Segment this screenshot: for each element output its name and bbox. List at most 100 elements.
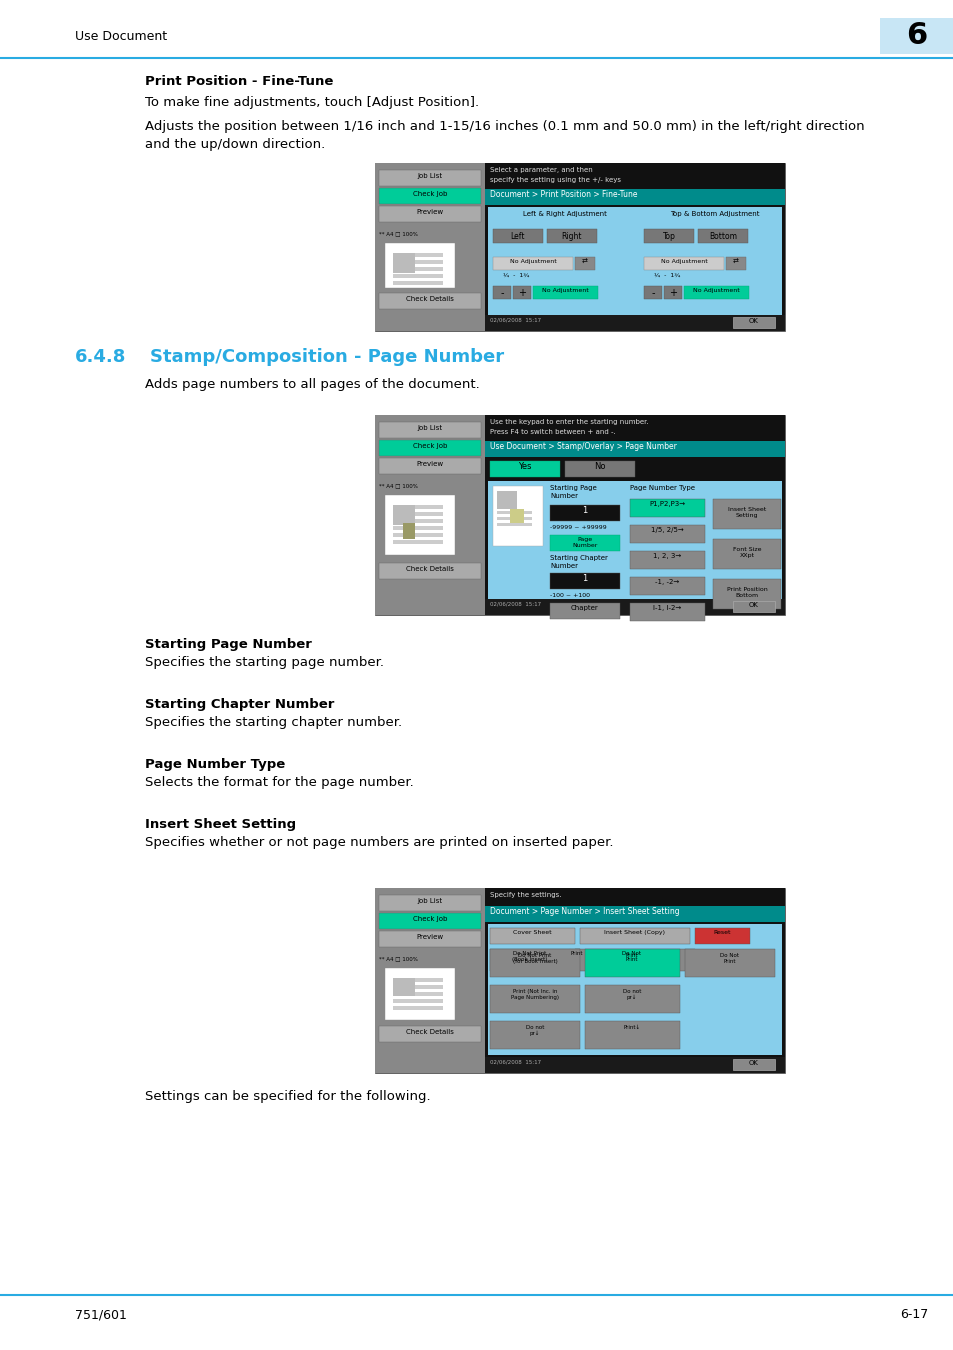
Bar <box>393 540 442 544</box>
Bar <box>629 525 704 543</box>
Text: Number: Number <box>550 493 578 500</box>
Text: Specifies the starting page number.: Specifies the starting page number. <box>145 656 384 670</box>
Text: Starting Page: Starting Page <box>550 485 597 491</box>
Text: Use Document: Use Document <box>75 30 167 43</box>
Bar <box>490 1021 579 1049</box>
Text: Page Number Type: Page Number Type <box>145 757 285 771</box>
Bar <box>629 603 704 621</box>
Text: Right: Right <box>561 232 581 242</box>
Text: Use Document > Stamp/Overlay > Page Number: Use Document > Stamp/Overlay > Page Numb… <box>490 441 677 451</box>
Bar <box>698 230 747 243</box>
Bar <box>575 256 595 270</box>
Bar <box>484 1057 784 1073</box>
Bar <box>393 526 442 531</box>
Bar <box>629 500 704 517</box>
Bar <box>385 495 455 555</box>
Bar <box>378 1026 480 1042</box>
Bar <box>378 423 480 437</box>
Text: Job List: Job List <box>417 173 442 180</box>
Bar <box>393 274 442 278</box>
Text: Left: Left <box>510 232 525 242</box>
Text: ⇄: ⇄ <box>732 259 739 265</box>
Text: Specify the settings.: Specify the settings. <box>490 892 561 898</box>
Bar <box>393 281 442 285</box>
Text: ⇄: ⇄ <box>581 259 587 265</box>
Bar <box>393 252 442 256</box>
Text: Specifies whether or not page numbers are printed on inserted paper.: Specifies whether or not page numbers ar… <box>145 836 613 849</box>
Bar <box>378 188 480 204</box>
Text: ¼  -  1¾: ¼ - 1¾ <box>502 273 529 278</box>
Bar <box>643 256 723 270</box>
Text: +: + <box>517 288 525 298</box>
Text: -100 ~ +100: -100 ~ +100 <box>550 593 589 598</box>
Text: Check Job: Check Job <box>413 443 447 450</box>
Bar <box>393 992 442 996</box>
Bar <box>732 1058 774 1071</box>
Bar <box>493 286 511 298</box>
Text: 1/5, 2/5→: 1/5, 2/5→ <box>650 526 682 533</box>
Bar <box>732 601 774 612</box>
Text: Insert Sheet
Setting: Insert Sheet Setting <box>727 508 765 518</box>
Bar <box>550 603 619 620</box>
Bar <box>490 460 559 477</box>
Text: Starting Chapter Number: Starting Chapter Number <box>145 698 334 711</box>
Bar <box>510 509 523 522</box>
Text: Document > Print Position > Fine-Tune: Document > Print Position > Fine-Tune <box>490 190 637 198</box>
Bar <box>643 286 661 298</box>
Text: Starting Page Number: Starting Page Number <box>145 639 312 651</box>
Bar <box>584 1021 679 1049</box>
Bar <box>393 977 442 981</box>
Bar <box>490 949 569 971</box>
Bar <box>378 913 480 929</box>
Text: Print: Print <box>570 950 582 956</box>
Text: Select a parameter, and then: Select a parameter, and then <box>490 167 592 173</box>
Text: Reset: Reset <box>713 930 730 936</box>
Bar <box>393 977 415 996</box>
Text: Do not
pr↓: Do not pr↓ <box>622 990 640 1000</box>
Text: Adjusts the position between 1/16 inch and 1-15/16 inches (0.1 mm and 50.0 mm) i: Adjusts the position between 1/16 inch a… <box>145 120 863 134</box>
Bar <box>575 949 579 971</box>
Text: -99999 ~ +99999: -99999 ~ +99999 <box>550 525 606 531</box>
Bar <box>375 414 784 616</box>
Text: No Adjustment: No Adjustment <box>692 288 739 293</box>
Text: OK: OK <box>748 319 759 324</box>
Bar <box>684 949 774 977</box>
Text: Do Not Print
(for Book Insert): Do Not Print (for Book Insert) <box>512 953 557 964</box>
Bar <box>497 517 532 520</box>
Text: Left & Right Adjustment: Left & Right Adjustment <box>522 211 606 217</box>
Bar <box>385 243 455 288</box>
Text: Check Job: Check Job <box>413 917 447 922</box>
Bar <box>629 551 704 568</box>
Text: No Adjustment: No Adjustment <box>541 288 588 293</box>
Text: Do Not
Print: Do Not Print <box>720 953 739 964</box>
Bar <box>712 579 781 609</box>
Bar <box>484 888 784 1073</box>
Bar <box>378 170 480 186</box>
Bar <box>550 535 619 551</box>
Bar <box>550 572 619 589</box>
Text: ¼  -  1¾: ¼ - 1¾ <box>654 273 679 278</box>
Text: 751/601: 751/601 <box>75 1308 127 1322</box>
Text: Starting Chapter: Starting Chapter <box>550 555 607 562</box>
Bar <box>484 906 784 922</box>
Text: Insert Sheet Setting: Insert Sheet Setting <box>145 818 295 832</box>
Text: Selects the format for the page number.: Selects the format for the page number. <box>145 776 414 788</box>
Text: Page
Number: Page Number <box>572 537 598 548</box>
Text: 1, 2, 3→: 1, 2, 3→ <box>652 554 680 559</box>
Text: Stamp/Composition - Page Number: Stamp/Composition - Page Number <box>150 348 503 366</box>
Bar <box>497 512 532 514</box>
Bar <box>378 563 480 579</box>
Bar <box>490 927 575 944</box>
Text: Top & Bottom Adjustment: Top & Bottom Adjustment <box>670 211 759 217</box>
Text: P1,P2,P3→: P1,P2,P3→ <box>648 501 684 508</box>
Text: Yes: Yes <box>517 462 531 471</box>
Bar <box>488 481 781 612</box>
Text: OK: OK <box>748 1060 759 1066</box>
Text: +: + <box>668 288 677 298</box>
Bar <box>393 1006 442 1010</box>
Text: Preview: Preview <box>416 934 443 940</box>
Bar <box>393 518 442 522</box>
Text: Document > Page Number > Insert Sheet Setting: Document > Page Number > Insert Sheet Se… <box>490 907 679 917</box>
Text: Use the keypad to enter the starting number.: Use the keypad to enter the starting num… <box>490 418 648 425</box>
Text: 02/06/2008  15:17: 02/06/2008 15:17 <box>490 317 540 323</box>
